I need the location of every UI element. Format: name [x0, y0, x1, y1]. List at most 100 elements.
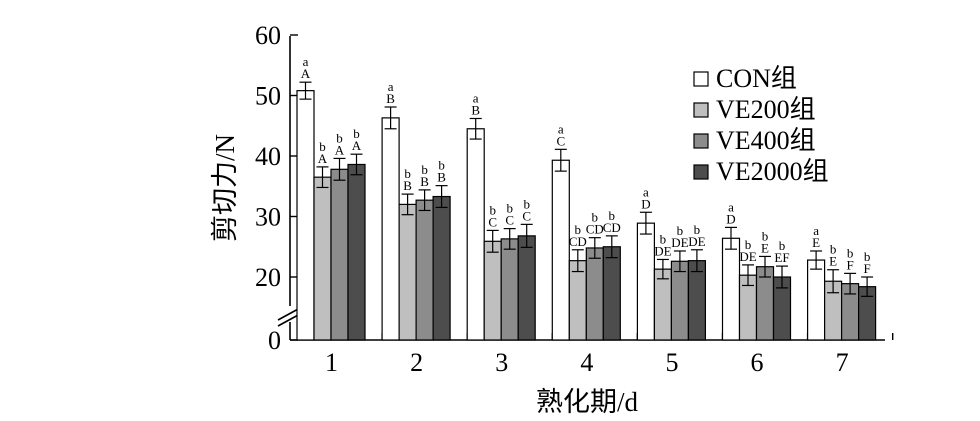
bar-group: bB — [398, 166, 417, 341]
bar — [313, 176, 332, 341]
bar-group: bCD — [602, 208, 621, 341]
bar-group: aB — [466, 90, 485, 341]
bar — [483, 240, 502, 341]
bar-group: bF — [840, 245, 860, 341]
legend-item: CON组 — [693, 64, 797, 93]
x-tick-label: 2 — [410, 348, 423, 377]
x-tick-label: 7 — [836, 348, 849, 377]
legend-swatch — [693, 102, 709, 118]
bar-group: bA — [330, 130, 349, 341]
significance-lower-case: b — [745, 237, 752, 252]
bar-group: bC — [517, 196, 536, 341]
bar — [517, 235, 536, 341]
significance-lower-case: b — [677, 223, 684, 238]
bar-group: bE — [755, 228, 775, 341]
bar — [296, 90, 315, 341]
y-tick-label: 20 — [255, 263, 281, 292]
y-tick-label: 30 — [255, 203, 281, 232]
bar-group: aE — [806, 223, 826, 341]
significance-lower-case: b — [592, 210, 599, 225]
significance-upper-case: B — [471, 102, 480, 117]
bar — [755, 266, 775, 341]
bar-group: aD — [721, 199, 741, 341]
significance-upper-case: CD — [603, 220, 621, 235]
significance-upper-case: DE — [654, 243, 671, 258]
significance-lower-case: b — [864, 249, 871, 264]
significance-lower-case: b — [353, 126, 360, 141]
significance-upper-case: E — [761, 240, 769, 255]
y-tick-label: 40 — [255, 142, 281, 171]
significance-lower-case: a — [558, 121, 564, 136]
bar — [551, 159, 570, 341]
significance-upper-case: CD — [569, 234, 587, 249]
significance-upper-case: D — [641, 196, 650, 211]
x-axis-title: 熟化期/d — [536, 387, 639, 417]
significance-lower-case: b — [575, 222, 582, 237]
significance-lower-case: b — [506, 201, 513, 216]
significance-upper-case: DE — [739, 249, 756, 264]
significance-lower-case: b — [404, 166, 411, 181]
legend-label: VE200组 — [716, 95, 816, 124]
significance-lower-case: b — [694, 222, 701, 237]
significance-lower-case: b — [762, 228, 769, 243]
x-tick-label: 5 — [665, 348, 678, 377]
significance-upper-case: B — [386, 91, 395, 106]
significance-upper-case: A — [352, 138, 362, 153]
x-tick-label: 4 — [580, 348, 593, 377]
bar — [347, 163, 366, 341]
significance-lower-case: a — [473, 90, 479, 105]
bar-group: bF — [857, 249, 877, 341]
significance-lower-case: a — [643, 184, 649, 199]
x-tick-label: 6 — [751, 348, 764, 377]
bar-group: aD — [636, 184, 656, 341]
significance-lower-case: a — [813, 223, 819, 238]
x-tick-label: 3 — [495, 348, 508, 377]
significance-upper-case: C — [522, 208, 531, 223]
bar-group: bDE — [653, 231, 673, 341]
legend-label: VE2000组 — [716, 157, 829, 186]
bar-group: bEF — [772, 238, 792, 341]
bar-group: bA — [313, 139, 332, 341]
significance-upper-case: B — [420, 174, 429, 189]
significance-upper-case: E — [812, 235, 820, 250]
y-axis-title: 剪切力/N — [210, 134, 240, 242]
significance-upper-case: D — [726, 211, 735, 226]
bar-group: bCD — [585, 210, 604, 341]
bar — [687, 260, 707, 341]
significance-upper-case: A — [318, 151, 328, 166]
significance-upper-case: F — [846, 257, 853, 272]
bar-group: bDE — [670, 223, 690, 341]
bar — [806, 259, 826, 341]
bar — [398, 203, 417, 341]
bar-group: bE — [823, 242, 843, 341]
significance-lower-case: a — [728, 199, 734, 214]
significance-upper-case: C — [556, 133, 565, 148]
legend-item: VE2000组 — [693, 157, 829, 186]
significance-upper-case: DE — [688, 234, 705, 249]
significance-lower-case: b — [336, 130, 343, 145]
significance-lower-case: b — [609, 208, 616, 223]
significance-lower-case: b — [421, 162, 428, 177]
bar — [568, 260, 587, 341]
bar — [602, 246, 621, 341]
bar — [432, 195, 451, 341]
bar — [330, 168, 349, 341]
significance-upper-case: A — [301, 66, 311, 81]
significance-upper-case: B — [437, 170, 446, 185]
legend-swatch — [693, 164, 709, 180]
significance-lower-case: b — [523, 196, 530, 211]
significance-upper-case: F — [863, 261, 870, 276]
bar-group: aB — [381, 79, 400, 341]
bar — [653, 268, 673, 341]
x-ticks: 1 2 3 4 5 6 7 — [325, 333, 894, 377]
bar — [585, 247, 604, 341]
significance-lower-case: b — [319, 139, 326, 154]
significance-upper-case: CD — [586, 222, 604, 237]
y-tick-label: 60 — [255, 21, 281, 50]
legend-swatch — [693, 133, 709, 149]
bar — [466, 128, 485, 341]
significance-lower-case: b — [779, 238, 786, 253]
